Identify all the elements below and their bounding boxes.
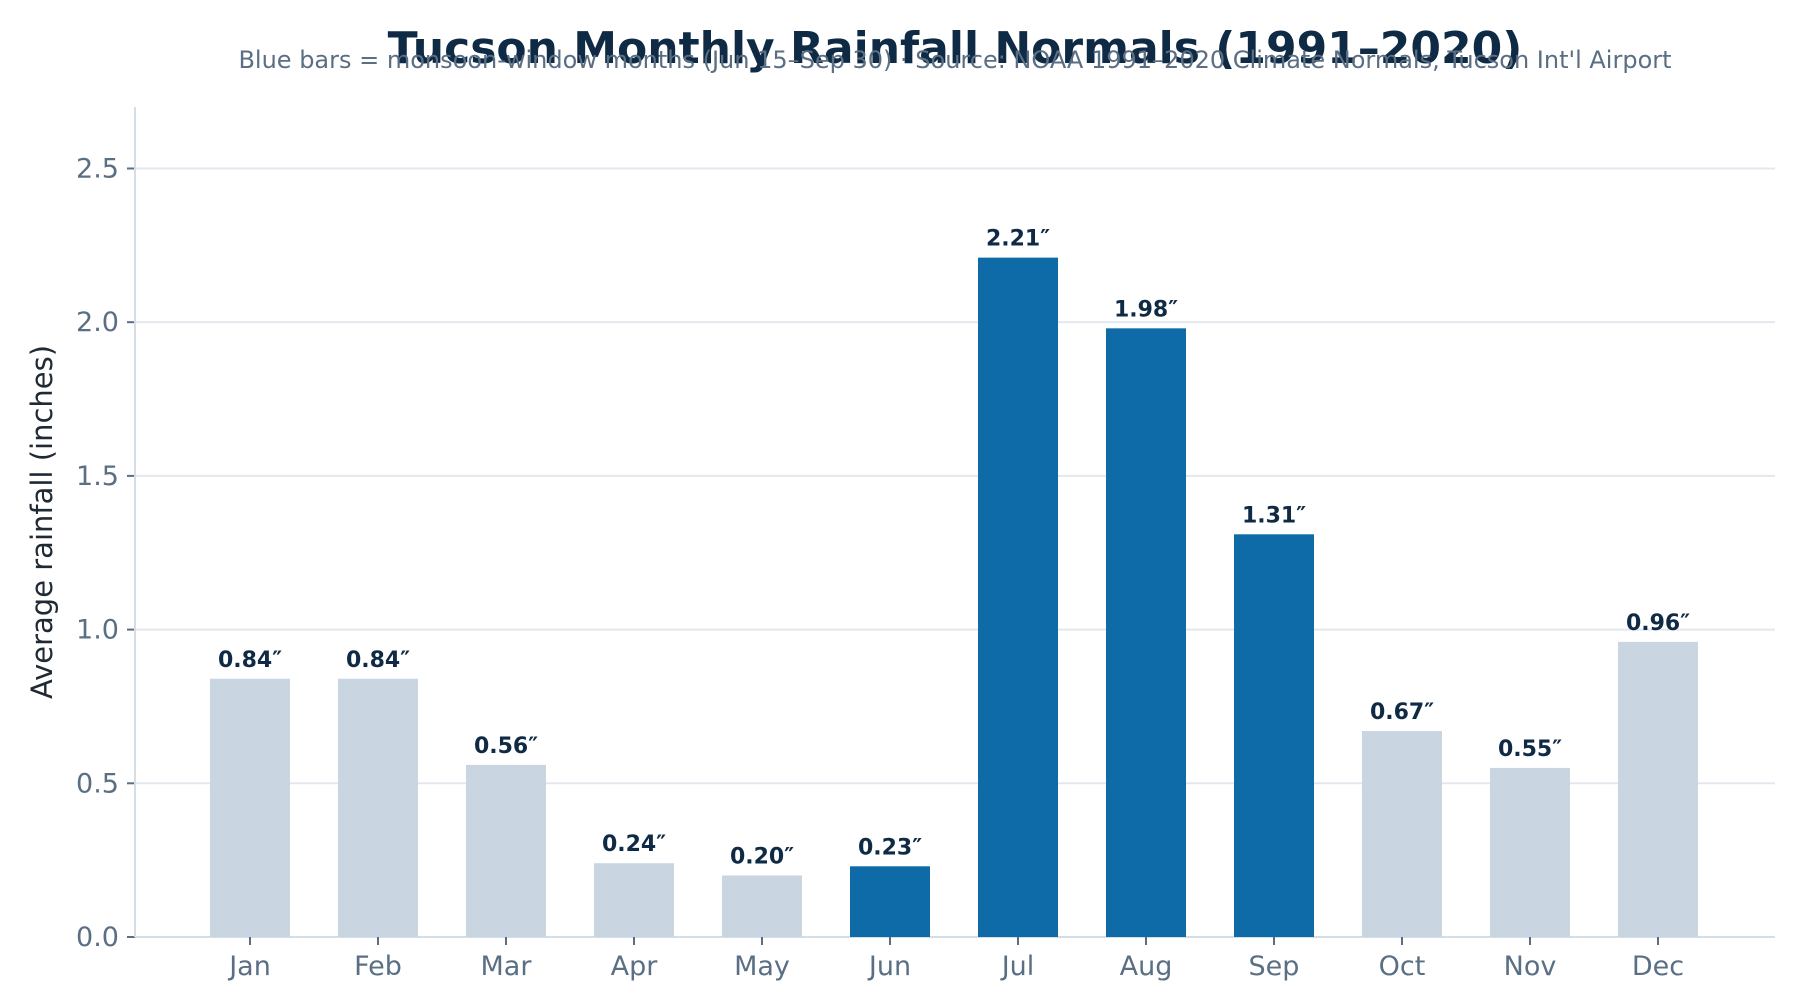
x-tick-label-dec: Dec: [1632, 951, 1684, 982]
x-tick-label-aug: Aug: [1120, 951, 1173, 982]
data-label-oct: 0.67″: [1370, 700, 1434, 725]
data-label-apr: 0.24″: [602, 832, 666, 857]
x-tick-label-may: May: [734, 951, 790, 982]
bar-feb: [338, 678, 418, 937]
bar-may: [722, 875, 802, 937]
chart-subtitle: Blue bars = monsoon-window months (Jun 1…: [238, 46, 1671, 74]
data-label-dec: 0.96″: [1626, 611, 1690, 636]
bar-jun: [850, 866, 930, 937]
x-tick-label-oct: Oct: [1379, 951, 1426, 982]
y-tick-label: 2.5: [76, 153, 119, 184]
bar-jan: [210, 678, 290, 937]
bar-jul: [978, 257, 1058, 937]
data-label-aug: 1.98″: [1114, 297, 1178, 322]
x-tick-label-sep: Sep: [1249, 951, 1300, 982]
bar-dec: [1618, 641, 1698, 937]
bar-mar: [466, 764, 546, 937]
data-label-jan: 0.84″: [218, 648, 282, 673]
bar-oct: [1362, 731, 1442, 937]
y-axis-label: Average rainfall (inches): [25, 345, 59, 699]
data-label-jun: 0.23″: [858, 835, 922, 860]
bar-aug: [1106, 328, 1186, 937]
bars: [210, 257, 1698, 937]
y-tick-label: 2.0: [76, 307, 119, 338]
bar-nov: [1490, 767, 1570, 937]
x-tick-label-nov: Nov: [1504, 951, 1557, 982]
tick-labels: 0.0 0.5 1.0 1.5 2.0 2.5 Jan Feb Mar Apr May Jun Jul A…: [76, 153, 1684, 982]
data-label-feb: 0.84″: [346, 648, 410, 673]
bar-sep: [1234, 534, 1314, 937]
data-label-sep: 1.31″: [1242, 503, 1306, 528]
x-tick-label-feb: Feb: [354, 951, 402, 982]
x-tick-label-mar: Mar: [481, 951, 533, 982]
y-tick-label: 0.0: [76, 922, 119, 953]
data-labels: 0.84″ 0.84″ 0.56″ 0.24″ 0.20″ 0.23″ 2.21″ 1.98″…: [218, 227, 1690, 870]
data-label-nov: 0.55″: [1498, 737, 1562, 762]
y-tick-label: 0.5: [76, 768, 119, 799]
data-label-may: 0.20″: [730, 845, 794, 870]
x-tick-label-apr: Apr: [611, 951, 659, 982]
x-tick-label-jul: Jul: [1000, 951, 1035, 982]
data-label-jul: 2.21″: [986, 227, 1050, 252]
y-tick-label: 1.0: [76, 615, 119, 646]
chart-title: Tucson Monthly Rainfall Normals (1991–20…: [388, 23, 1523, 74]
x-tick-label-jan: Jan: [227, 951, 271, 982]
x-tick-label-jun: Jun: [867, 951, 911, 982]
y-tick-label: 1.5: [76, 461, 119, 492]
bar-apr: [594, 863, 674, 937]
data-label-mar: 0.56″: [474, 734, 538, 759]
